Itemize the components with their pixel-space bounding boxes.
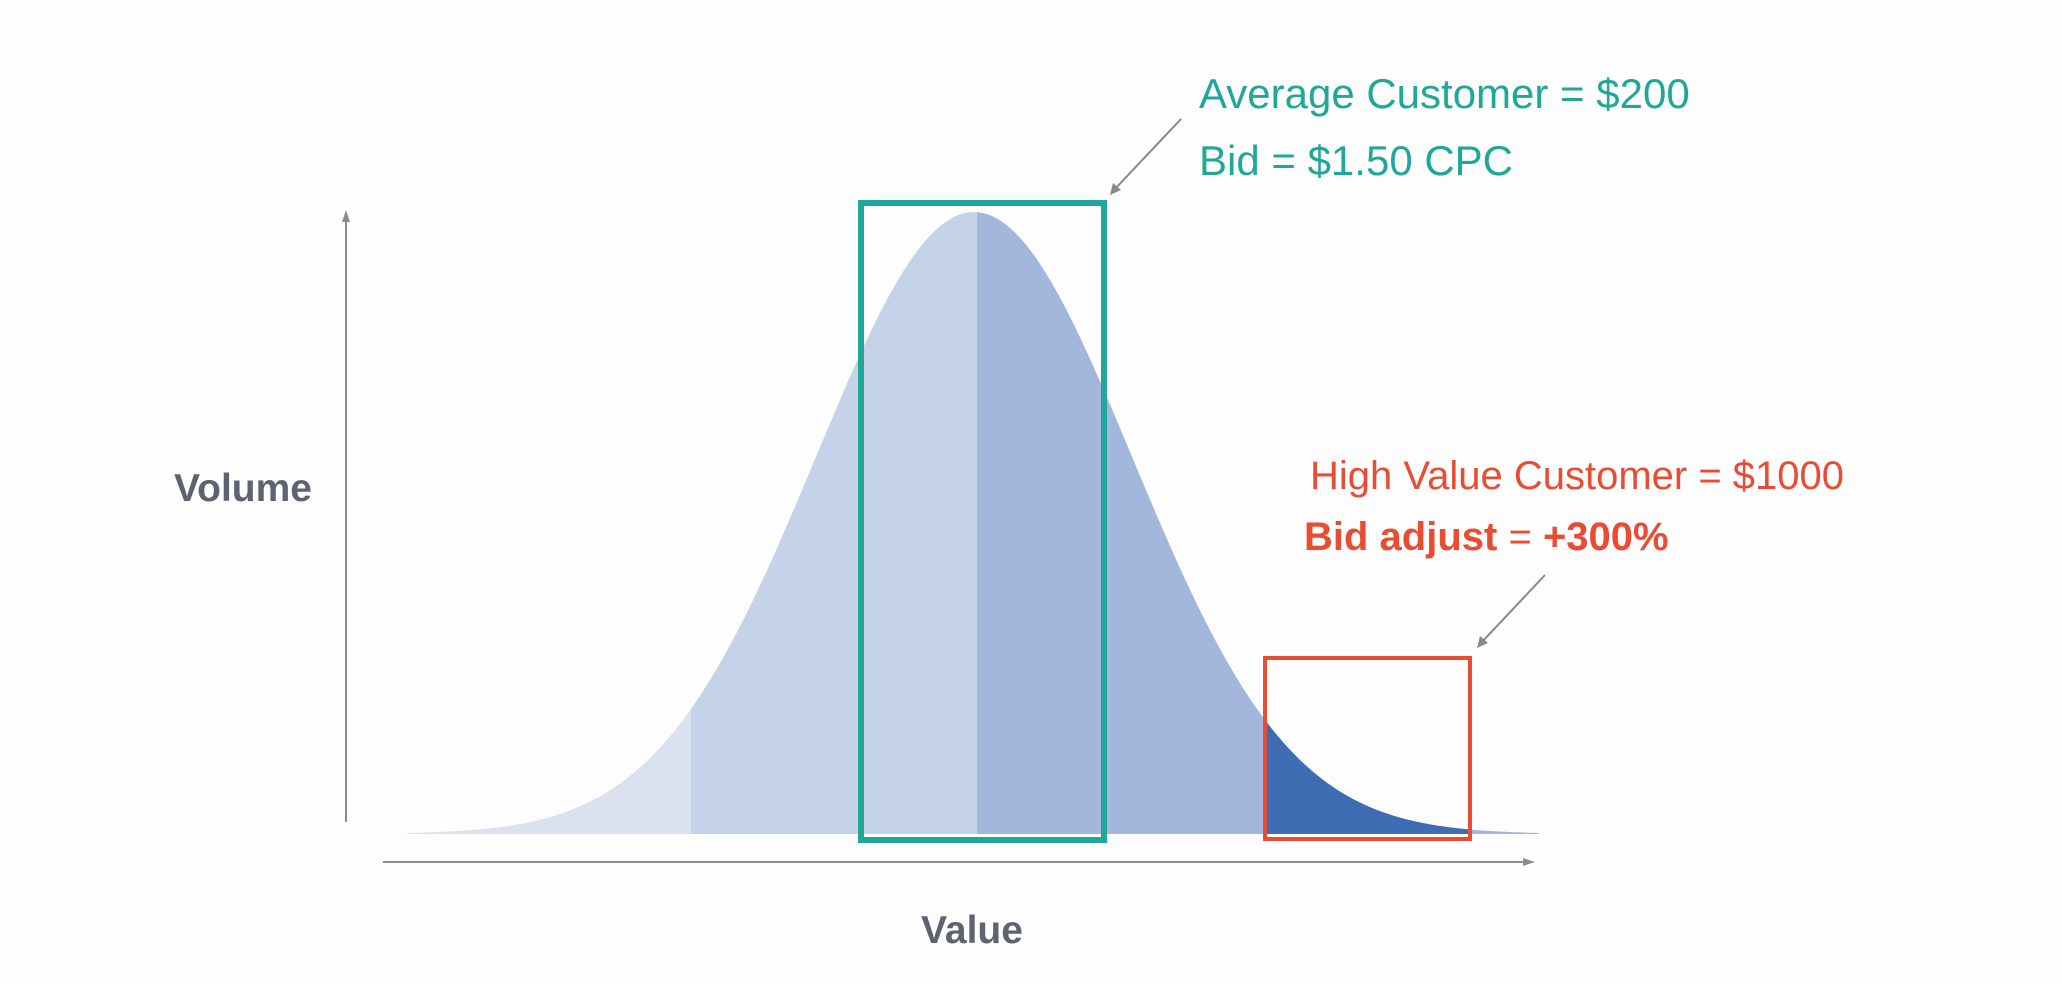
curve-band-far-left [407,708,691,834]
average-customer-callout: Average Customer = $200 Bid = $1.50 CPC [1199,70,1690,184]
bid-adjust-value: +300% [1543,515,1669,559]
average-customer-highlight-box [858,200,1107,843]
curve-band-left [691,212,977,834]
y-axis [342,210,350,822]
x-axis-arrowhead [1523,858,1535,866]
curve-band-high-value-tail [1265,719,1472,834]
y-axis-arrowhead [342,210,350,222]
bid-adjust-text: Bid adjust = +300% [1304,515,1669,559]
bid-adjust-label: Bid adjust [1304,515,1497,559]
high-value-customer-highlight-box [1263,656,1472,841]
average-customer-value-text: Average Customer = $200 [1199,70,1690,117]
y-axis-label: Volume [174,467,312,510]
bid-adjust-equals: = [1497,515,1543,559]
x-axis [383,858,1535,866]
high-value-customer-value-text: High Value Customer = $1000 [1310,454,1844,498]
average-bid-text: Bid = $1.50 CPC [1199,137,1513,184]
high-value-customer-callout: High Value Customer = $1000 Bid adjust =… [1304,454,1844,559]
average-customer-pointer-arrow [1110,118,1182,195]
x-axis-label: Value [921,909,1023,952]
curve-band-right [977,212,1540,834]
high-value-customer-pointer-arrow [1477,574,1546,648]
